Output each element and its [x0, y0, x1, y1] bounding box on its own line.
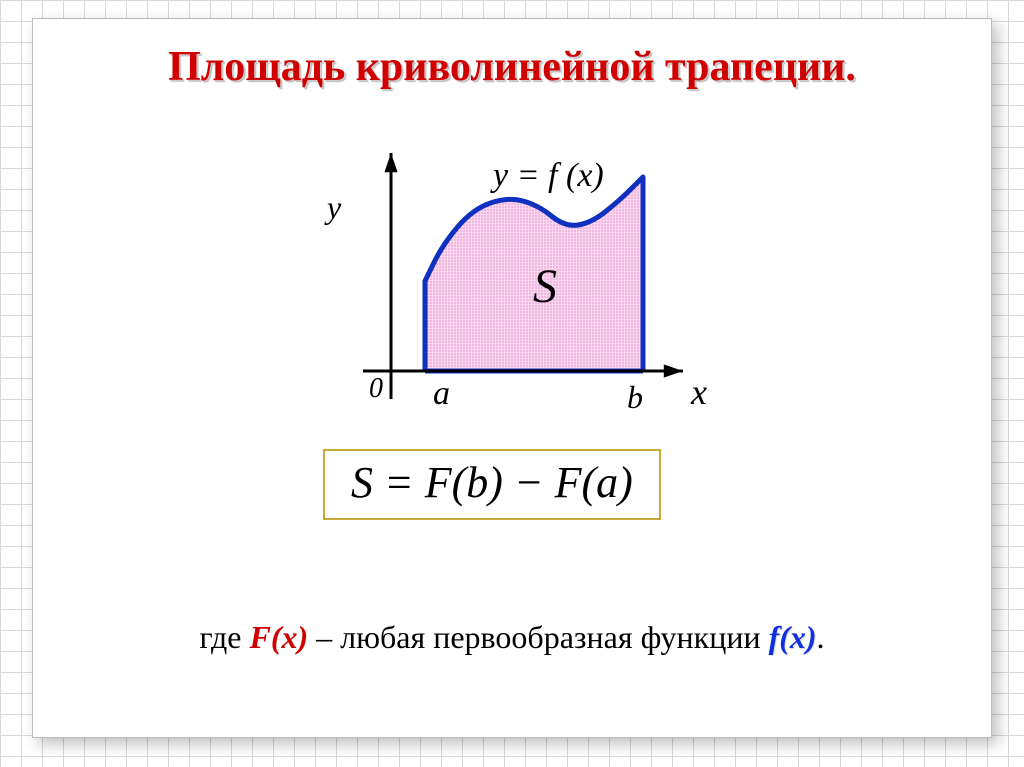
- integral-chart: y y = f (x) 0 a b x S: [283, 149, 743, 439]
- explain-prefix: где: [199, 619, 249, 655]
- x-axis-arrow-icon: [664, 364, 683, 377]
- formula-eq: =: [373, 458, 425, 507]
- explanation-text: где F(x) – любая первообразная функции f…: [33, 619, 991, 656]
- formula-Fb: F(b): [425, 458, 503, 507]
- x-axis-label: x: [691, 371, 707, 413]
- explain-mid: – любая первообразная функции: [308, 619, 768, 655]
- y-axis-arrow-icon: [384, 153, 397, 172]
- b-label: b: [627, 379, 643, 416]
- slide-panel: Площадь криволинейной трапеции.: [32, 18, 992, 738]
- function-label: y = f (x): [493, 157, 604, 195]
- formula-Fa: F(a): [555, 458, 633, 507]
- page-title: Площадь криволинейной трапеции.: [33, 43, 991, 91]
- explain-Fx: F(x): [249, 619, 308, 655]
- y-axis-label: y: [327, 189, 341, 226]
- explain-fx: f(x): [769, 619, 817, 655]
- a-label: a: [433, 375, 450, 413]
- area-label: S: [533, 259, 557, 314]
- origin-label: 0: [369, 373, 383, 405]
- explain-suffix: .: [817, 619, 825, 655]
- formula-box: S = F(b) − F(a): [323, 449, 661, 520]
- formula-S: S: [351, 458, 373, 507]
- formula-minus: −: [503, 458, 555, 507]
